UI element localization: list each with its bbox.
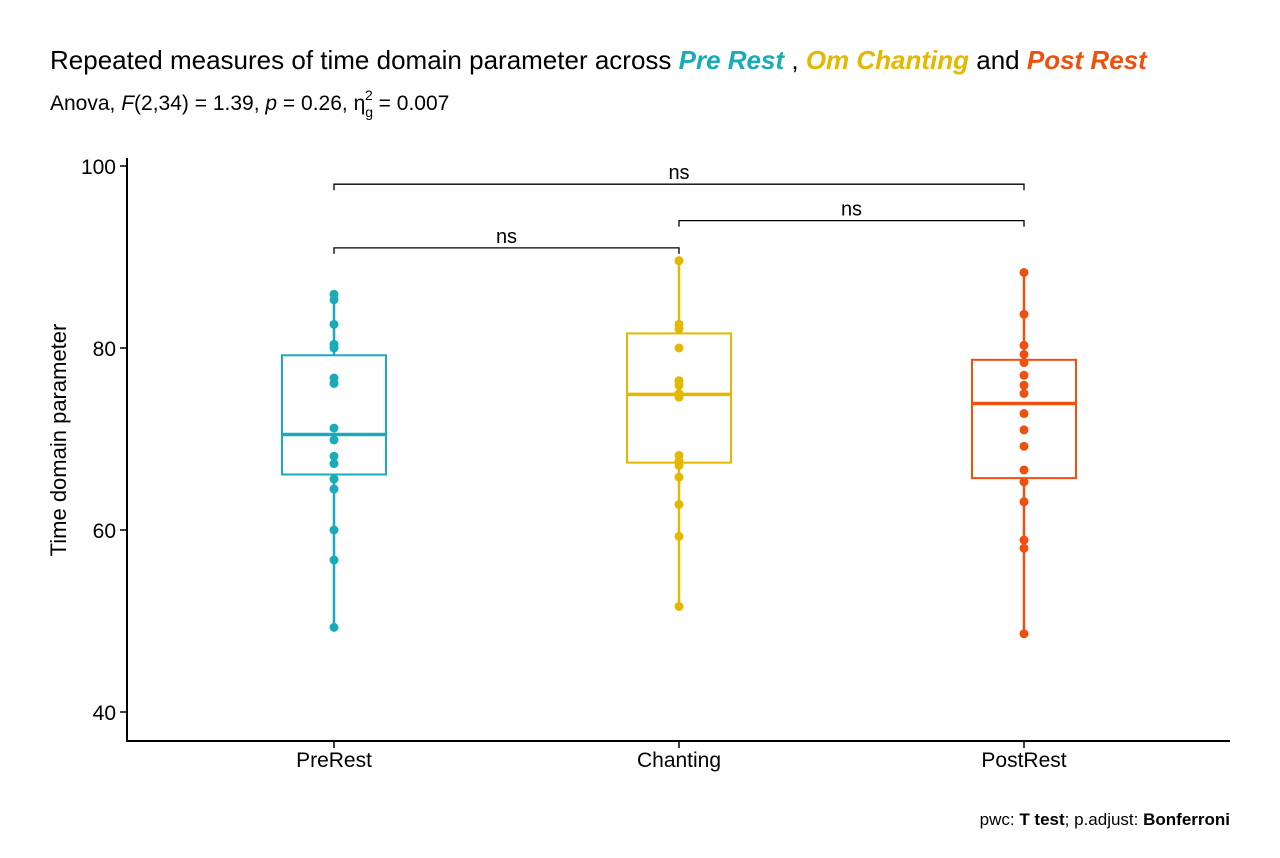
subtitle-eta: η (354, 92, 366, 115)
significance-label: ns (841, 199, 862, 221)
y-tick-label: 40 (93, 702, 116, 725)
data-point (329, 484, 339, 494)
data-point (1019, 441, 1029, 451)
data-point (329, 343, 339, 353)
comparison-bracket: ns (333, 162, 1025, 191)
iqr-box (281, 354, 387, 476)
data-point (1019, 358, 1029, 368)
data-point (329, 525, 339, 535)
data-point (674, 343, 684, 353)
data-point (674, 256, 684, 266)
x-tick-label: Chanting (637, 749, 721, 772)
significance-label: ns (668, 162, 689, 184)
comparison-brackets: ns ns ns (333, 162, 1025, 254)
box-group-chanting (626, 256, 732, 611)
bracket-line (333, 183, 1025, 191)
caption-adjust-value: Bonferroni (1143, 810, 1230, 829)
data-point (329, 319, 339, 329)
data-point (1019, 465, 1029, 475)
y-axis-label: Time domain parameter (46, 324, 71, 557)
data-point (674, 324, 684, 334)
comparison-bracket: ns (333, 226, 680, 254)
data-point (674, 380, 684, 390)
data-point (329, 622, 339, 632)
subtitle-eta-sub: g (365, 104, 373, 120)
data-point (1019, 535, 1029, 545)
comparison-bracket: ns (678, 199, 1025, 227)
data-point (1019, 309, 1029, 319)
title-group-postrest: Post Rest (1027, 45, 1148, 75)
data-point (1019, 267, 1029, 277)
title-group-chanting: Om Chanting (806, 45, 969, 75)
bracket-line (333, 247, 680, 254)
subtitle-p: p (264, 92, 277, 115)
data-point (329, 459, 339, 469)
data-point (1019, 543, 1029, 553)
data-point (1019, 340, 1029, 350)
x-tick-label: PreRest (296, 749, 372, 772)
box-groups (281, 256, 1077, 639)
data-point (1019, 370, 1029, 380)
box-group-prerest (281, 289, 387, 632)
title-prefix: Repeated measures of time domain paramet… (50, 45, 679, 75)
data-point (329, 474, 339, 484)
data-point (674, 601, 684, 611)
data-point (674, 531, 684, 541)
data-point (1019, 380, 1029, 390)
data-point (674, 392, 684, 402)
data-point (1019, 409, 1029, 419)
data-point (1019, 425, 1029, 435)
data-point (674, 472, 684, 482)
x-axis-ticks: PreRest Chanting PostRest (296, 741, 1067, 772)
data-point (1019, 497, 1029, 507)
data-point (1019, 389, 1029, 398)
data-point (674, 500, 684, 510)
subtitle-f: F (121, 92, 135, 115)
title-group-prerest: Pre Rest (679, 45, 786, 75)
data-point (329, 295, 339, 305)
bracket-line (678, 219, 1025, 227)
data-point (329, 451, 339, 461)
data-point (1019, 477, 1029, 487)
box-group-postrest (971, 267, 1077, 639)
data-point (674, 460, 684, 470)
caption-sep: ; p.adjust: (1065, 810, 1143, 829)
caption-pwc-value: T test (1019, 810, 1065, 829)
y-tick-label: 100 (81, 156, 116, 179)
data-point (329, 423, 339, 433)
data-point (329, 555, 339, 565)
title-sep-1: , (784, 45, 806, 75)
x-tick-label: PostRest (981, 749, 1066, 772)
subtitle-part-3: = 0.26, (277, 92, 353, 115)
subtitle-part-2: (2,34) = 1.39, (134, 92, 265, 115)
subtitle-part-1: Anova, (50, 92, 121, 115)
significance-label: ns (496, 226, 517, 248)
title-sep-2: and (969, 45, 1027, 75)
subtitle-part-4: = 0.007 (373, 92, 449, 115)
data-point (329, 435, 339, 445)
y-tick-label: 60 (93, 520, 116, 543)
chart-title: Repeated measures of time domain paramet… (50, 45, 1148, 75)
data-point (1019, 629, 1029, 639)
y-axis-ticks: 40 60 80 100 (81, 156, 127, 725)
chart-caption: pwc: T test; p.adjust: Bonferroni (980, 810, 1230, 829)
data-point (329, 378, 339, 388)
subtitle-eta-sup: 2 (365, 87, 373, 103)
data-point (1019, 349, 1029, 359)
chart-subtitle: Anova, F(2,34) = 1.39, p = 0.26, ηg2 = 0… (50, 87, 449, 120)
caption-pwc-label: pwc: (980, 810, 1020, 829)
y-tick-label: 80 (93, 338, 116, 361)
